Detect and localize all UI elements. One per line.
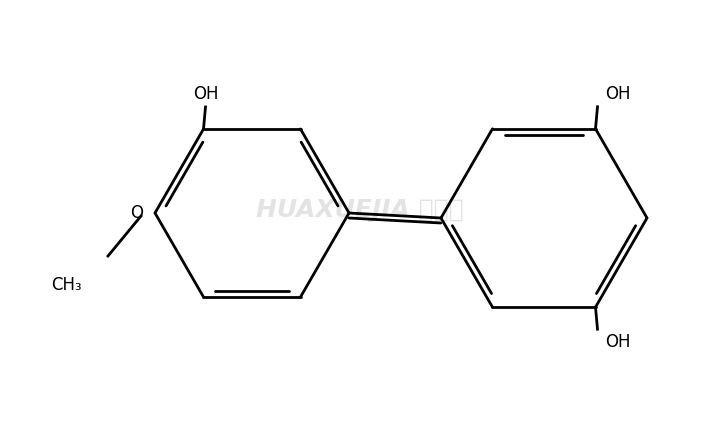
Text: CH₃: CH₃	[51, 276, 82, 294]
Text: OH: OH	[606, 85, 631, 103]
Text: OH: OH	[606, 333, 631, 351]
Text: O: O	[130, 204, 143, 222]
Text: HUAXUEJIA 化学加: HUAXUEJIA 化学加	[256, 198, 464, 222]
Text: OH: OH	[193, 85, 218, 103]
